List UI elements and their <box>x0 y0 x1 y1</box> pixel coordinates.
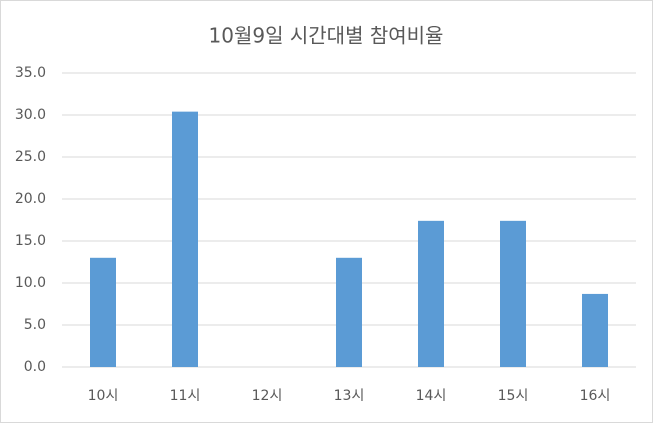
y-tick-label: 30.0 <box>15 107 46 123</box>
chart-title: 10월9일 시간대별 참여비율 <box>209 24 444 48</box>
x-tick-label: 13시 <box>334 388 365 404</box>
x-tick-label: 15시 <box>498 388 529 404</box>
bar <box>172 111 198 367</box>
y-tick-label: 20.0 <box>15 191 46 207</box>
bar <box>90 257 116 367</box>
x-tick-label: 10시 <box>88 388 119 404</box>
bar <box>500 220 526 367</box>
bar <box>582 293 608 367</box>
y-tick-label: 10.0 <box>15 275 46 291</box>
bar <box>336 257 362 367</box>
x-tick-label: 12시 <box>252 388 283 404</box>
x-tick-label: 11시 <box>170 388 201 404</box>
x-tick-label: 16시 <box>580 388 611 404</box>
y-tick-label: 15.0 <box>15 233 46 249</box>
y-tick-label: 5.0 <box>24 317 46 333</box>
bar <box>418 220 444 367</box>
y-tick-label: 0.0 <box>24 359 46 375</box>
y-tick-label: 25.0 <box>15 149 46 165</box>
y-tick-label: 35.0 <box>15 65 46 81</box>
x-tick-label: 14시 <box>416 388 447 404</box>
